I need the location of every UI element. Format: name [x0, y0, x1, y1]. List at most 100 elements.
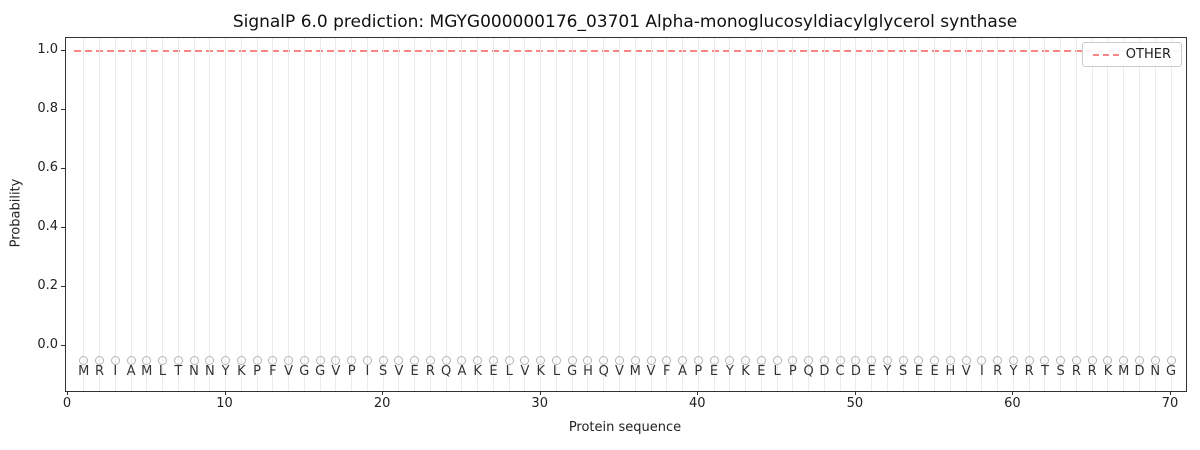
y-tick-label: 0.6	[37, 160, 58, 175]
residue-letter: G	[567, 364, 578, 379]
y-tick-label: 0.2	[37, 278, 58, 293]
residue-gridline	[619, 38, 620, 391]
residue-marker	[867, 356, 877, 366]
residue-gridline	[1138, 38, 1140, 391]
residue-letter: L	[773, 364, 781, 379]
residue-marker	[835, 356, 845, 366]
residue-gridline	[445, 38, 447, 391]
residue-marker	[441, 356, 451, 366]
residue-marker	[457, 356, 467, 366]
x-tick-label: 0	[62, 396, 72, 411]
residue-letter: Q	[441, 364, 452, 379]
residue-marker	[473, 356, 483, 366]
residue-gridline	[1123, 38, 1125, 391]
residue-letter: N	[1150, 364, 1161, 379]
residue-gridline	[1075, 38, 1077, 391]
residue-marker	[488, 356, 498, 366]
residue-marker	[977, 356, 987, 366]
residue-marker	[410, 356, 420, 366]
chart-title: SignalP 6.0 prediction: MGYG000000176_03…	[232, 12, 1018, 32]
residue-marker	[851, 356, 861, 366]
residue-letter: K	[536, 364, 545, 379]
y-tick-mark	[61, 109, 65, 110]
residue-letter: V	[394, 364, 404, 379]
residue-gridline	[634, 38, 636, 391]
residue-marker	[504, 356, 514, 366]
x-tick-mark	[1170, 391, 1171, 395]
residue-gridline	[713, 38, 715, 391]
residue-marker	[158, 356, 168, 366]
residue-gridline	[414, 38, 416, 391]
y-tick-mark	[61, 286, 65, 287]
y-tick-label: 0.4	[37, 219, 58, 234]
residue-letter: V	[331, 364, 341, 379]
residue-gridline	[1091, 38, 1093, 391]
residue-letter: E	[757, 364, 766, 379]
residue-letter: G	[315, 364, 326, 379]
residue-gridline	[477, 38, 479, 391]
residue-gridline	[1107, 38, 1109, 391]
x-tick-label: 60	[1004, 396, 1021, 411]
residue-letter: V	[520, 364, 530, 379]
residue-marker	[1008, 356, 1018, 366]
residue-gridline	[366, 38, 368, 391]
residue-gridline	[682, 38, 684, 391]
residue-letter: Y	[1009, 364, 1018, 379]
residue-marker	[961, 356, 971, 366]
residue-gridline	[209, 38, 211, 391]
residue-letter: R	[425, 364, 435, 379]
residue-gridline	[760, 38, 762, 391]
residue-gridline	[886, 38, 888, 391]
residue-gridline	[177, 38, 179, 391]
residue-letter: P	[788, 364, 797, 379]
residue-letter: E	[930, 364, 939, 379]
y-tick-label: 0.8	[37, 101, 58, 116]
y-axis-label: Probability	[8, 178, 24, 248]
residue-marker	[95, 356, 104, 366]
residue-marker	[331, 356, 341, 366]
residue-letter: Q	[803, 364, 814, 379]
residue-marker	[1087, 356, 1097, 366]
residue-letter: A	[126, 364, 136, 379]
residue-marker	[1166, 356, 1176, 366]
residue-letter: G	[1165, 364, 1177, 379]
residue-marker	[142, 356, 152, 366]
y-tick-label: 1.0	[37, 42, 58, 57]
residue-gridline	[981, 38, 983, 391]
residue-marker	[567, 356, 577, 366]
residue-marker	[173, 356, 183, 366]
residue-gridline	[256, 38, 258, 391]
x-tick-mark	[382, 391, 384, 395]
residue-marker	[630, 356, 640, 366]
residue-gridline	[666, 38, 668, 391]
residue-letter: R	[1024, 364, 1034, 379]
residue-marker	[252, 356, 262, 366]
residue-letter: N	[189, 364, 199, 379]
residue-gridline	[949, 38, 951, 391]
residue-gridline	[650, 38, 652, 391]
residue-letter: E	[867, 364, 876, 379]
residue-letter: K	[237, 364, 246, 379]
residue-letter: S	[898, 364, 908, 379]
y-tick-mark	[61, 227, 65, 228]
residue-gridline	[288, 38, 290, 391]
residue-marker	[615, 356, 624, 366]
residue-gridline	[272, 38, 274, 391]
legend-label: OTHER	[1125, 47, 1171, 62]
residue-marker	[520, 356, 530, 366]
legend-dashed-line-icon	[1092, 53, 1119, 56]
residue-letter: V	[615, 364, 624, 379]
residue-gridline	[540, 38, 542, 391]
residue-letter: V	[961, 364, 971, 379]
residue-marker	[126, 356, 136, 366]
residue-letter: T	[1040, 364, 1049, 379]
x-tick-mark	[1012, 391, 1014, 395]
residue-marker	[693, 356, 703, 366]
residue-gridline	[902, 38, 904, 391]
residue-marker	[788, 356, 798, 366]
residue-letter: I	[365, 364, 370, 379]
residue-gridline	[855, 38, 857, 391]
residue-marker	[756, 356, 766, 366]
residue-marker	[1056, 356, 1066, 366]
